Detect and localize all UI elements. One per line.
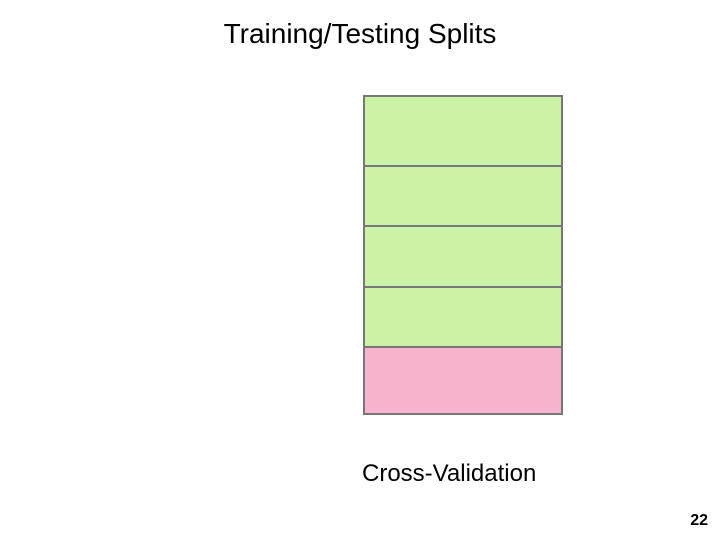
cv-fold bbox=[364, 166, 562, 226]
cv-fold bbox=[364, 347, 562, 414]
page-number: 22 bbox=[690, 512, 708, 530]
cv-fold bbox=[364, 96, 562, 166]
cv-fold bbox=[364, 226, 562, 286]
cv-fold bbox=[364, 287, 562, 347]
cv-diagram bbox=[363, 95, 563, 415]
diagram-caption: Cross-Validation bbox=[362, 460, 536, 488]
page-title: Training/Testing Splits bbox=[0, 18, 720, 50]
